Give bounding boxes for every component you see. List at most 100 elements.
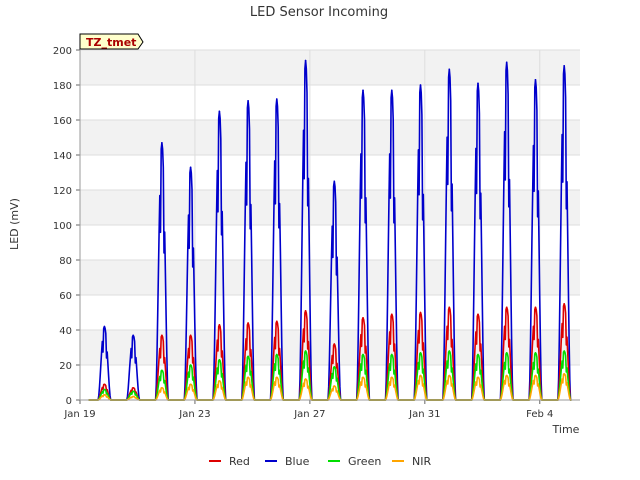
data-point-red [189,334,192,337]
y-axis-label: LED (mV) [8,198,21,250]
data-point-green [477,353,479,356]
data-point-green [218,358,221,361]
y-tick-label: 0 [66,396,72,407]
x-tick-label: Jan 23 [178,409,210,420]
data-point-blue [534,78,537,81]
badge-shape [79,33,144,50]
legend-label-green: Green [348,455,381,468]
data-point-nir [362,376,364,379]
data-point-nir [563,372,565,375]
data-point-nir [477,376,479,379]
plot-band [80,260,580,295]
legend-label-nir: NIR [412,455,431,468]
data-point-blue [276,98,278,100]
data-point-red [362,316,364,319]
data-point-nir [304,378,307,380]
data-point-red [534,306,537,309]
y-tick-label: 80 [59,256,72,267]
data-point-nir [276,376,278,379]
data-point-blue [161,141,163,144]
data-point-nir [218,379,221,382]
data-point-blue [505,61,508,64]
data-point-green [534,351,537,354]
data-point-green [419,351,422,354]
data-point-nir [103,393,106,396]
badge-label: TZ_tmet [86,36,136,49]
data-point-red [448,306,451,309]
data-point-red [276,320,278,323]
data-point-blue [390,89,393,92]
data-point-nir [189,383,192,386]
data-point-blue [477,82,479,85]
data-point-red [103,383,106,386]
data-point-red [505,306,508,309]
data-point-red [333,343,336,345]
data-point-red [161,334,163,337]
data-point-green [304,350,307,352]
data-point-nir [534,374,537,377]
y-tick-label: 200 [53,46,72,57]
data-point-red [247,322,249,324]
data-point-green [390,353,393,356]
data-point-green [132,390,134,393]
data-point-red [132,386,134,389]
x-axis-label: Time [552,423,580,436]
data-point-nir [333,385,336,387]
x-tick-label: Feb 4 [526,409,553,420]
data-point-red [477,313,479,316]
legend: Red Blue Green NIR [209,455,431,468]
y-tick-label: 140 [53,151,72,162]
y-tick-label: 180 [53,81,72,92]
data-point-red [563,302,565,305]
data-point-blue [247,99,249,102]
legend-label-blue: Blue [285,455,310,468]
data-point-red [304,309,307,312]
axes: 0 20 40 60 80 100 120 140 160 180 200 Jan 19 Jan 23 J… [53,46,580,420]
data-point-green [103,388,106,391]
data-point-green [161,369,163,372]
data-point-blue [362,89,364,92]
data-point-nir [448,374,451,377]
data-point-green [189,364,192,366]
station-badge: TZ_tmet [79,33,144,50]
x-tick-label: Jan 27 [293,409,325,420]
data-point-nir [132,395,134,398]
data-point-green [448,350,451,352]
data-point-red [218,323,221,326]
y-tick-label: 60 [59,291,72,302]
data-point-nir [161,386,163,389]
data-point-blue [103,325,106,328]
data-point-red [390,313,393,316]
y-tick-label: 100 [53,221,72,232]
y-tick-label: 120 [53,186,72,197]
plot-band [80,190,580,225]
data-point-blue [218,110,221,113]
data-point-nir [419,374,422,377]
x-tick-label: Jan 19 [63,409,95,420]
data-point-nir [247,376,249,379]
data-point-green [333,365,336,368]
data-point-nir [390,376,393,379]
data-point-red [419,311,422,314]
legend-label-red: Red [229,455,250,468]
plot-band [80,50,580,85]
data-point-green [276,353,278,356]
x-tick-label: Jan 31 [408,409,440,420]
data-point-green [362,353,364,356]
y-tick-label: 40 [59,326,72,337]
data-point-green [247,355,249,358]
data-point-blue [419,84,422,86]
data-point-blue [304,59,307,62]
data-point-green [563,350,565,352]
data-point-blue [563,64,565,67]
y-tick-label: 20 [59,361,72,372]
data-point-nir [505,374,508,377]
y-tick-label: 160 [53,116,72,127]
series-layer [88,59,572,401]
data-point-blue [448,68,451,71]
data-point-blue [189,166,192,169]
data-point-blue [333,180,336,183]
chart-title: LED Sensor Incoming [250,5,388,20]
data-point-green [505,351,508,354]
